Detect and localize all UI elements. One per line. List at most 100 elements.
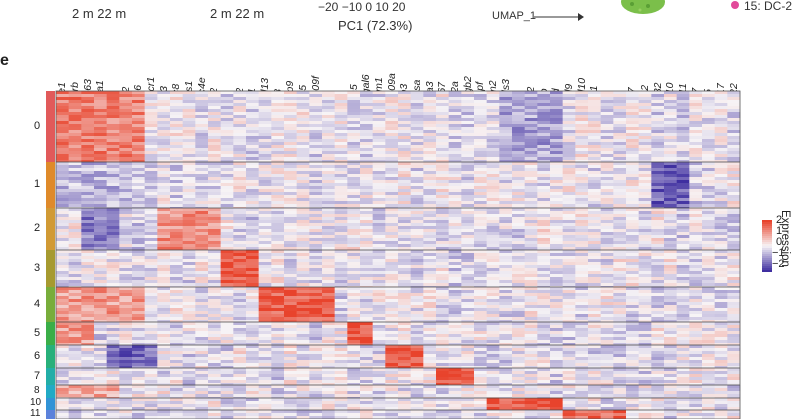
heatmap-cell-2-chil3: [157, 235, 171, 239]
heatmap-cell-5-ccr2: [208, 325, 221, 329]
heatmap-cell-5-lyz1: [246, 343, 259, 346]
heatmap-cell-1-rpl10: [664, 204, 677, 208]
heatmap-cell-3-napsa: [410, 280, 424, 284]
heatmap-cell-0-rpl10: [664, 139, 677, 143]
heatmap-cell-2-ccl8: [271, 238, 285, 242]
heatmap-cell-6-cxcl13: [258, 360, 272, 364]
heatmap-cell-4-lgals3: [499, 311, 513, 315]
heatmap-cell-0-ccl8: [271, 157, 285, 161]
heatmap-cell-2-lpl: [512, 223, 525, 227]
heatmap-cell-2-mki67: [436, 223, 449, 227]
heatmap-cell-3-nr4a3: [423, 268, 437, 272]
legend-item-dc2: 15: DC-2: [744, 0, 793, 13]
heatmap-cell-3-rpl10: [664, 265, 677, 269]
heatmap-cell-0-lgals3: [499, 133, 513, 137]
heatmap-cell-4-ccl8: [271, 290, 285, 294]
heatmap-cell-3-lyve1: [56, 283, 69, 287]
heatmap-cell-3-cd209a: [385, 259, 399, 263]
heatmap-cell-6-cd163: [81, 351, 95, 355]
heatmap-cell-2-vcam1: [372, 217, 386, 221]
heatmap-cell-0-cx3cr1: [144, 154, 158, 158]
heatmap-cell-4-cd163: [81, 317, 95, 321]
heatmap-cell-4-rpl11: [676, 311, 690, 315]
heatmap-cell-6-chil3: [157, 354, 171, 358]
heatmap-cell-0-lilra5: [347, 130, 361, 134]
heatmap-cell-3-lpl: [512, 271, 525, 275]
heatmap-cell-3-vcam1: [372, 265, 386, 269]
heatmap-cell-4-ccr2: [208, 314, 221, 318]
heatmap-cell-3-cxcl9: [562, 280, 576, 284]
heatmap-cell-6-fcrl2: [119, 351, 133, 355]
heatmap-cell-2-ccl5: [702, 235, 715, 239]
heatmap-cell-6-fcrl2: [119, 354, 133, 358]
heatmap-cell-6-c3: [322, 363, 335, 367]
heatmap-cell-3-cx3cr1: [144, 271, 158, 275]
heatmap-cell-0-lyz1: [246, 103, 259, 107]
heatmap-cell-0-f13a1: [94, 115, 107, 119]
heatmap-cell-2-ccr2: [208, 238, 221, 242]
heatmap-cell-4-ifit2: [613, 296, 627, 300]
heatmap-cell-2-ifit2: [613, 208, 627, 212]
heatmap-cell-4-xist: [334, 305, 348, 309]
heatmap-cell-3-ccl5: [702, 262, 715, 266]
heatmap-cell-4-chil3: [157, 296, 171, 300]
heatmap-cell-4-thbs1: [182, 302, 196, 306]
heatmap-cell-0-ctsb: [537, 139, 551, 143]
heatmap-cell-0-fn1: [220, 106, 234, 110]
heatmap-cell-4-cd209f: [309, 320, 323, 323]
heatmap-cell-4-ccr7: [689, 305, 703, 309]
heatmap-cell-1-lilra5: [347, 198, 361, 202]
heatmap-cell-1-lilra5: [347, 195, 361, 199]
heatmap-cell-2-ifit47: [626, 226, 639, 230]
heatmap-cell-4-ednrb: [68, 308, 82, 312]
heatmap-cell-0-vcam1: [372, 142, 386, 146]
heatmap-cell-4-cd55: [296, 287, 310, 291]
heatmap-cell-5-ccr7: [689, 343, 703, 346]
heatmap-cell-0-fn1: [220, 109, 234, 113]
heatmap-cell-2-xist: [334, 244, 348, 248]
heatmap-cell-2-ccr2: [208, 241, 221, 245]
heatmap-cell-2-fn1: [220, 208, 234, 212]
heatmap-cell-0-clec4e: [195, 97, 209, 101]
heatmap-cell-0-fn1: [220, 154, 234, 158]
heatmap-cell-0-lpl: [512, 157, 525, 161]
heatmap-cell-0-ccl22: [727, 154, 741, 158]
heatmap-cell-4-cenpf: [474, 305, 487, 309]
heatmap-cell-0-ifit2: [613, 94, 627, 98]
heatmap-cell-2-ednrb: [68, 211, 82, 215]
heatmap-cell-2-tnip3: [398, 241, 411, 245]
heatmap-cell-1-ctsb: [537, 165, 551, 169]
heatmap-cell-1-plac8: [170, 174, 183, 178]
heatmap-cell-0-chil3: [157, 103, 171, 107]
heatmap-cell-2-clec4e: [195, 226, 209, 230]
heatmap-cell-3-ccl8: [271, 277, 285, 281]
heatmap-cell-2-rpl10: [664, 217, 677, 221]
heatmap-cell-0-ifit2: [613, 154, 627, 158]
heatmap-cell-2-top2a: [448, 211, 462, 215]
heatmap-cell-0-lgals3: [499, 91, 513, 95]
heatmap-cell-4-ccr7: [689, 293, 703, 297]
heatmap-cell-2-plin2: [524, 244, 538, 248]
heatmap-cell-2-cd163: [81, 214, 95, 218]
heatmap-cell-1-rpl11: [676, 192, 690, 196]
heatmap-cell-3-c3: [322, 262, 335, 266]
heatmap-cell-2-xist: [334, 208, 348, 212]
heatmap-cell-2-ifit2: [613, 244, 627, 248]
heatmap-cell-3-lyve1: [56, 259, 69, 263]
heatmap-cell-2-xist: [334, 229, 348, 233]
heatmap-cell-3-xist: [334, 259, 348, 263]
heatmap-cell-0-cd209f: [309, 118, 323, 122]
heatmap-cell-3-ednrb: [68, 268, 82, 272]
heatmap-cell-5-cxcl10: [575, 328, 589, 332]
heatmap-cell-0-c3: [322, 154, 335, 158]
heatmap-cell-1-rpl32: [651, 192, 665, 196]
heatmap-cell-1-ctsd: [550, 174, 563, 178]
heatmap-cell-0-plin2: [524, 118, 538, 122]
heatmap-cell-2-ctsd: [550, 238, 563, 242]
heatmap-cell-0-rpl32: [651, 115, 665, 119]
heatmap-cell-4-ctsb: [537, 320, 551, 323]
heatmap-cell-1-lyve1: [56, 171, 69, 175]
heatmap-cell-1-fn1: [220, 195, 234, 199]
heatmap-cell-0-cx3cr1: [144, 145, 158, 149]
heatmap-cell-0-cxcl10: [575, 136, 589, 140]
